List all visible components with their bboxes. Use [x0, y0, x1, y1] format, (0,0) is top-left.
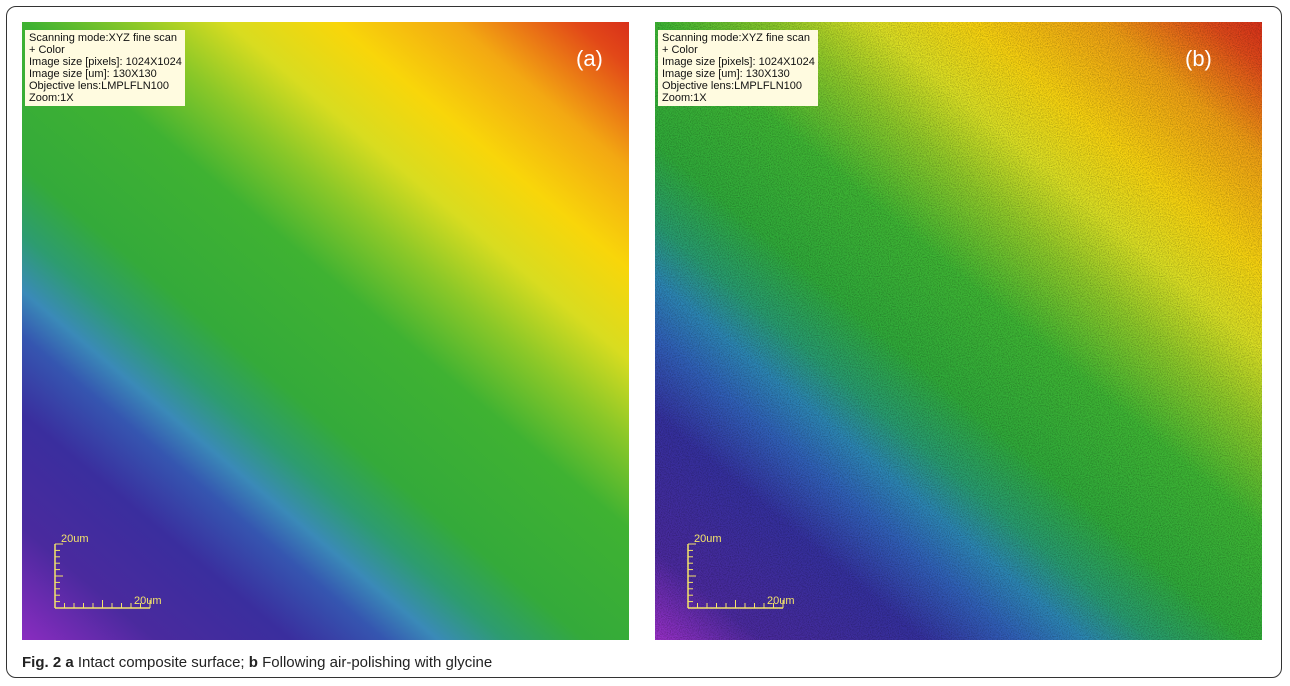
caption: Fig. 2 a Intact composite surface; b Fol… [22, 654, 492, 671]
scale-bar: 20um 20um [22, 22, 629, 640]
part-letter: b [249, 654, 258, 671]
scale-label: 20um [767, 595, 795, 607]
scale-label: 20um [61, 533, 89, 545]
scale-label: 20um [134, 595, 162, 607]
page: {"panels": [ {"label": "(a)", "info": ["… [0, 0, 1290, 686]
part-text: Intact composite surface; [78, 654, 245, 671]
part-text: Following air-polishing with glycine [262, 654, 492, 671]
scale-label: 20um [694, 533, 722, 545]
part-letter: a [65, 654, 73, 671]
scale-bar: 20um 20um [655, 22, 1262, 640]
figure-number: Fig. 2 [22, 654, 61, 671]
